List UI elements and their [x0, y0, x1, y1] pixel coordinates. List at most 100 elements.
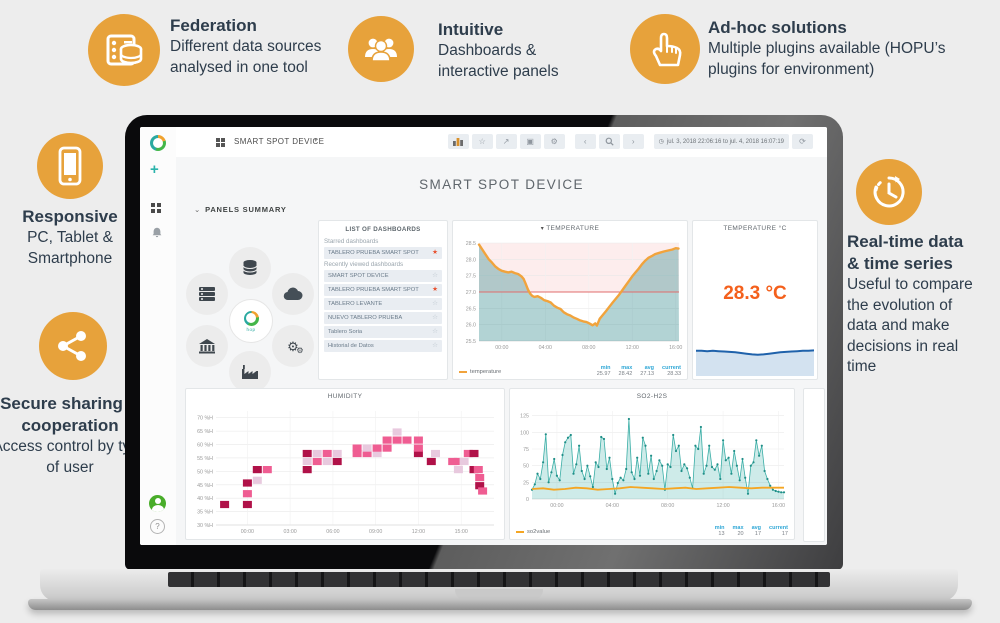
humidity-chart: 30 %H 35 %H 40 %H 45 %H 50 %H 55 %H 60 %H 65 %H…: [186, 407, 504, 541]
svg-text:12:00: 12:00: [626, 345, 639, 351]
heatmap-cell: [242, 500, 252, 509]
stat-min: min 13: [714, 525, 725, 537]
svg-text:00:00: 00:00: [495, 345, 508, 351]
star-button[interactable]: ☆: [471, 134, 493, 149]
heatmap-cell: [392, 436, 402, 444]
heatmap-cell: [302, 449, 312, 458]
heatmap-cell: [220, 500, 230, 509]
heatmap-cell: [463, 449, 473, 458]
dashboard-list-item[interactable]: SMART SPOT DEVICE ☆: [324, 270, 442, 282]
svg-text:27.5: 27.5: [466, 274, 476, 280]
back-button[interactable]: ‹: [574, 134, 596, 149]
dashboard-list-item[interactable]: NUEVO TABLERO PRUEBA ☆: [324, 312, 442, 324]
svg-text:40 %H: 40 %H: [197, 496, 213, 502]
heatmap-cell: [332, 449, 342, 458]
star-icon[interactable]: ☆: [432, 271, 438, 279]
callout-title: Secure sharing & cooperation: [0, 394, 140, 436]
hopu-logo-icon[interactable]: [150, 135, 166, 151]
save-button[interactable]: ▣: [519, 134, 541, 149]
user-avatar[interactable]: [149, 495, 166, 512]
panel-partial: [803, 388, 825, 542]
svg-text:08:00: 08:00: [582, 345, 595, 351]
heatmap-cell: [242, 490, 252, 498]
heatmap-cell: [242, 479, 252, 487]
help-icon[interactable]: ?: [150, 519, 165, 534]
svg-text:65 %H: 65 %H: [197, 429, 213, 435]
chevron-down-icon[interactable]: ▾: [314, 137, 318, 144]
temperature-legend[interactable]: temperature: [459, 369, 501, 377]
svg-text:16:00: 16:00: [669, 345, 682, 351]
bank-icon: [186, 325, 228, 367]
search-button[interactable]: [598, 134, 620, 149]
clock-history-icon: [856, 159, 922, 225]
temperature-footer: temperature min 25.97 max 28.42 avg 27.13 curr…: [459, 357, 681, 377]
panel-title[interactable]: LIST OF DASHBOARDS: [345, 226, 421, 233]
time-range-picker[interactable]: ◷ jul. 3, 2018 22:06:16 to jul. 4, 2018 1…: [653, 134, 789, 149]
star-icon[interactable]: ☆: [432, 299, 438, 307]
star-icon[interactable]: ☆: [432, 341, 438, 349]
svg-text:26.5: 26.5: [466, 306, 476, 312]
callout-adhoc: Ad-hoc solutions Multiple plugins availa…: [708, 17, 986, 80]
laptop-deck: [40, 569, 958, 601]
so2-stats: min 13 max 20 avg 17 current 17: [715, 525, 788, 537]
heatmap-cell: [453, 466, 463, 474]
star-icon[interactable]: ☆: [432, 313, 438, 321]
svg-text:03:00: 03:00: [284, 529, 297, 535]
svg-text:60 %H: 60 %H: [197, 443, 213, 449]
dashboard-list-item[interactable]: TABLERO PRUEBA SMART SPOT ★: [324, 284, 442, 296]
dashboard-navbar: SMART SPOT DEVICE ▾ ☆ ↗ ▣ ⚙ ‹ › ◷ jul. 3, 2018 …: [176, 127, 827, 158]
heatmap-cell: [312, 457, 322, 466]
add-panel-button[interactable]: [447, 134, 469, 149]
temperature-stats: min 25.97 max 28.42 avg 27.13 current 28.33: [597, 365, 681, 377]
dashboard-title-menu[interactable]: SMART SPOT DEVICE: [234, 137, 325, 146]
heatmap-cell: [392, 428, 402, 436]
panel-title[interactable]: SO2-H2S: [636, 393, 668, 400]
heatmap-cell: [453, 457, 463, 466]
star-icon[interactable]: ★: [432, 248, 438, 256]
svg-text:16:00: 16:00: [772, 503, 785, 509]
stat-max: max 28.42: [618, 365, 633, 377]
svg-text:125: 125: [520, 414, 529, 420]
dashboard-list-item[interactable]: TABLERO LEVANTE ☆: [324, 298, 442, 310]
forward-button[interactable]: ›: [622, 134, 644, 149]
dashboard-list-item[interactable]: TABLERO PRUEBA SMART SPOT ★: [324, 247, 442, 259]
dashlist-section-label: Recently viewed dashboards: [324, 261, 404, 268]
hopu-label: hop: [246, 326, 256, 332]
refresh-button[interactable]: ⟳: [792, 134, 813, 149]
so2-chart: 0 25 50 75 100 125 00:00 04:00 08:00 12:00 16:00: [510, 407, 794, 515]
alerts-bell-icon[interactable]: [151, 225, 163, 243]
star-icon[interactable]: ★: [432, 285, 438, 293]
panel-title[interactable]: TEMPERATURE °C: [723, 225, 787, 232]
settings-button[interactable]: ⚙: [543, 134, 565, 149]
heatmap-cell: [322, 449, 332, 458]
panel-temperature-stat: TEMPERATURE °C 28.3 °C: [692, 220, 818, 380]
heatmap-cell: [459, 457, 469, 466]
dashboard-list: Starred dashboards TABLERO PRUEBA SMART S…: [319, 238, 447, 352]
callout-title: Real-time data & time series: [847, 232, 964, 274]
heatmap-cell: [473, 466, 483, 474]
share-button[interactable]: ↗: [495, 134, 517, 149]
panel-title[interactable]: ▾ TEMPERATURE: [540, 225, 600, 232]
so2-legend[interactable]: so2value: [516, 529, 550, 537]
add-icon[interactable]: +: [150, 161, 159, 178]
star-icon[interactable]: ☆: [432, 327, 438, 335]
heatmap-cell: [252, 466, 262, 474]
svg-text:28.5: 28.5: [466, 241, 476, 247]
dashboard-body: SMART SPOT DEVICE ⌄ PANELS SUMMARY: [176, 157, 827, 545]
dashboards-icon[interactable]: [151, 203, 161, 213]
smartphone-icon: [37, 133, 103, 199]
panels-summary-row[interactable]: ⌄ PANELS SUMMARY: [194, 205, 287, 214]
svg-text:04:00: 04:00: [606, 503, 619, 509]
heatmap-cell: [382, 436, 392, 444]
panel-title[interactable]: HUMIDITY: [327, 393, 363, 400]
stat-current: current 28.33: [662, 365, 681, 377]
dashboard-list-item[interactable]: Historial de Datos ☆: [324, 340, 442, 352]
dashboard-list-item[interactable]: Tablero Soria ☆: [324, 326, 442, 338]
panel-so2: SO2-H2S 0 25 50 75 100 125 00:00 04:00 08:00 12:0…: [509, 388, 795, 540]
callout-desc: Access control by type of user: [0, 438, 148, 476]
temperature-sparkline: [696, 340, 815, 376]
hand-click-icon: [630, 14, 700, 84]
dashboard-toolbar: ☆ ↗ ▣ ⚙ ‹ › ◷ jul. 3, 2018 22:06:16 to jul. 4, …: [447, 134, 813, 149]
laptop-keyboard: [168, 572, 830, 587]
